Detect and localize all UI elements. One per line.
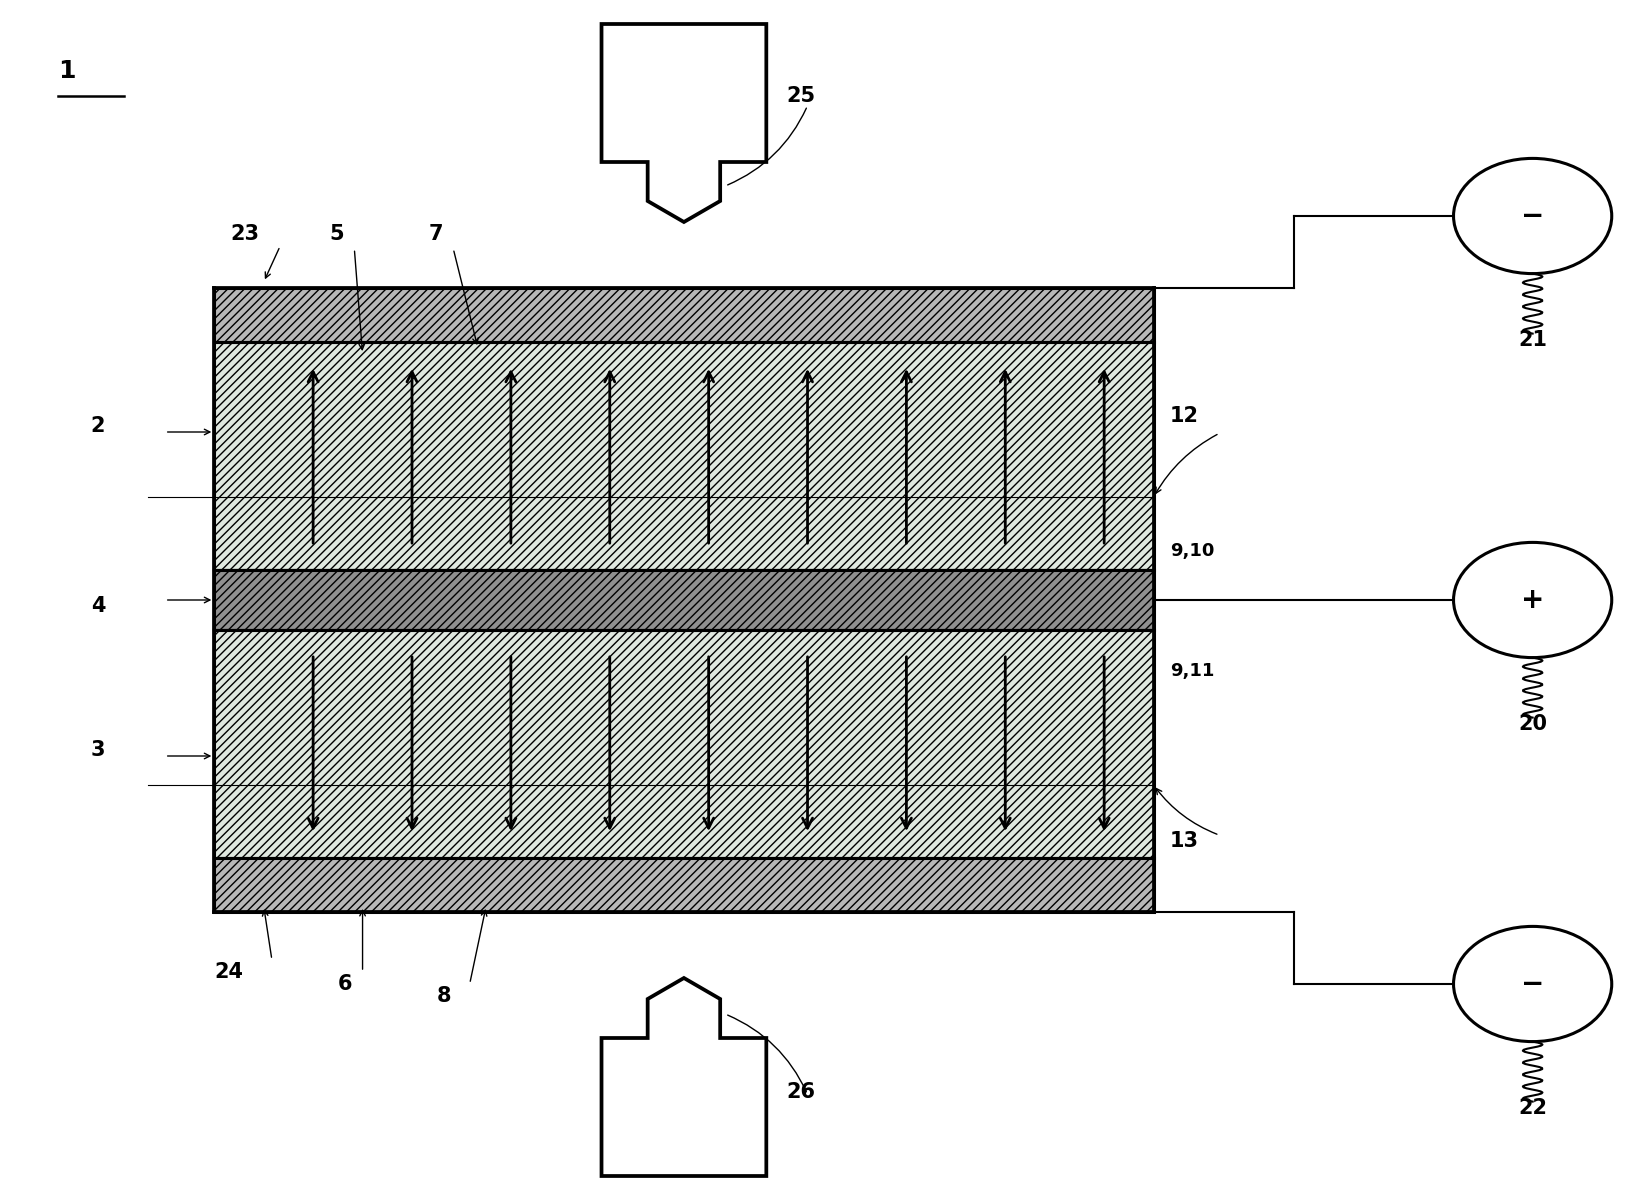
Text: 9,10: 9,10 [1170,541,1215,559]
Text: 22: 22 [1518,1098,1547,1117]
Bar [214,630,1154,858]
Text: 5: 5 [330,224,344,244]
Text: 26: 26 [786,1082,816,1102]
Text: 7: 7 [428,224,443,244]
Text: 4: 4 [91,596,105,616]
Text: 25: 25 [786,86,816,106]
Text: −: − [1521,202,1544,230]
Polygon shape [602,24,766,222]
Text: 3: 3 [91,740,105,760]
Text: 8: 8 [437,986,452,1006]
Circle shape [1454,926,1612,1042]
Text: 9,11: 9,11 [1170,661,1215,679]
Text: −: − [1521,970,1544,998]
Text: 24: 24 [214,962,244,982]
Circle shape [1454,542,1612,658]
Text: 2: 2 [91,416,105,436]
Text: 23: 23 [231,224,260,244]
Bar [214,342,1154,570]
Circle shape [1454,158,1612,274]
Bar [214,570,1154,630]
Text: 6: 6 [338,974,353,994]
Text: 1: 1 [58,59,76,83]
Text: 12: 12 [1170,406,1200,426]
Polygon shape [602,978,766,1176]
Text: 21: 21 [1518,330,1547,349]
Text: +: + [1521,586,1544,614]
Bar [214,858,1154,912]
Bar [214,288,1154,342]
Text: 20: 20 [1518,714,1547,733]
Text: 13: 13 [1170,830,1200,851]
